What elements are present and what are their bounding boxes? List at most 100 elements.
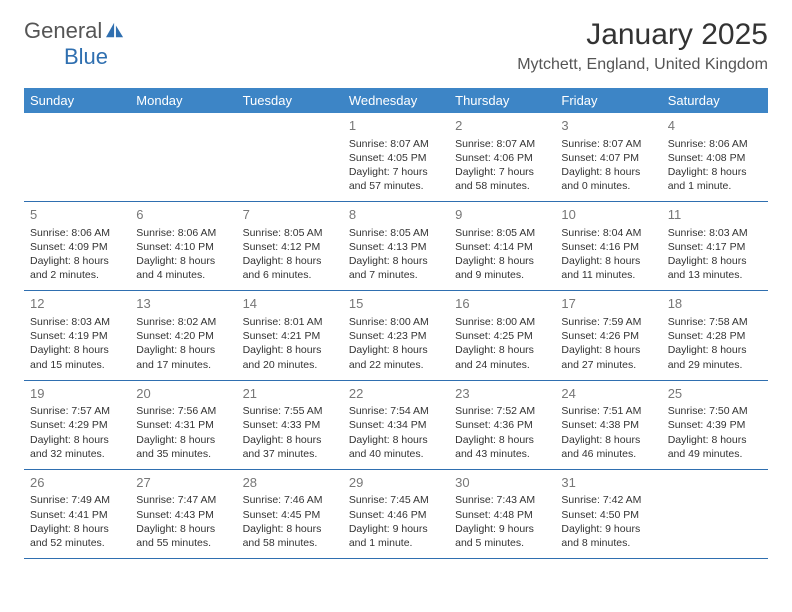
daylight-line-2: and 27 minutes. <box>561 358 655 372</box>
daylight-line-2: and 57 minutes. <box>349 179 443 193</box>
day-number: 14 <box>243 295 337 313</box>
sunrise-line: Sunrise: 7:51 AM <box>561 404 655 418</box>
sunrise-line: Sunrise: 8:07 AM <box>349 137 443 151</box>
sunset-line: Sunset: 4:12 PM <box>243 240 337 254</box>
daylight-line-2: and 15 minutes. <box>30 358 124 372</box>
sunset-line: Sunset: 4:43 PM <box>136 508 230 522</box>
day-number: 29 <box>349 474 443 492</box>
title-block: January 2025 Mytchett, England, United K… <box>517 18 768 74</box>
daylight-line-2: and 58 minutes. <box>455 179 549 193</box>
sunrise-line: Sunrise: 8:00 AM <box>349 315 443 329</box>
day-number: 28 <box>243 474 337 492</box>
daylight-line-2: and 2 minutes. <box>30 268 124 282</box>
calendar-cell: 13Sunrise: 8:02 AMSunset: 4:20 PMDayligh… <box>130 291 236 380</box>
calendar-cell: 5Sunrise: 8:06 AMSunset: 4:09 PMDaylight… <box>24 202 130 291</box>
col-sunday: Sunday <box>24 88 130 113</box>
day-number: 24 <box>561 385 655 403</box>
daylight-line-1: Daylight: 8 hours <box>349 433 443 447</box>
daylight-line-1: Daylight: 8 hours <box>136 433 230 447</box>
day-number: 3 <box>561 117 655 135</box>
sunrise-line: Sunrise: 8:00 AM <box>455 315 549 329</box>
day-number: 13 <box>136 295 230 313</box>
day-number: 8 <box>349 206 443 224</box>
sunrise-line: Sunrise: 7:46 AM <box>243 493 337 507</box>
calendar-row: 5Sunrise: 8:06 AMSunset: 4:09 PMDaylight… <box>24 202 768 291</box>
sunrise-line: Sunrise: 8:03 AM <box>30 315 124 329</box>
calendar-cell: 19Sunrise: 7:57 AMSunset: 4:29 PMDayligh… <box>24 380 130 469</box>
sunrise-line: Sunrise: 8:05 AM <box>349 226 443 240</box>
calendar-row: 12Sunrise: 8:03 AMSunset: 4:19 PMDayligh… <box>24 291 768 380</box>
calendar-cell: 15Sunrise: 8:00 AMSunset: 4:23 PMDayligh… <box>343 291 449 380</box>
daylight-line-1: Daylight: 9 hours <box>349 522 443 536</box>
daylight-line-2: and 37 minutes. <box>243 447 337 461</box>
day-number: 20 <box>136 385 230 403</box>
sunrise-line: Sunrise: 7:43 AM <box>455 493 549 507</box>
daylight-line-1: Daylight: 8 hours <box>455 343 549 357</box>
daylight-line-2: and 7 minutes. <box>349 268 443 282</box>
daylight-line-2: and 40 minutes. <box>349 447 443 461</box>
calendar-cell: 29Sunrise: 7:45 AMSunset: 4:46 PMDayligh… <box>343 469 449 558</box>
sunrise-line: Sunrise: 8:05 AM <box>455 226 549 240</box>
day-number: 10 <box>561 206 655 224</box>
sunset-line: Sunset: 4:10 PM <box>136 240 230 254</box>
daylight-line-2: and 17 minutes. <box>136 358 230 372</box>
daylight-line-2: and 29 minutes. <box>668 358 762 372</box>
day-number: 1 <box>349 117 443 135</box>
calendar-cell: 10Sunrise: 8:04 AMSunset: 4:16 PMDayligh… <box>555 202 661 291</box>
daylight-line-2: and 13 minutes. <box>668 268 762 282</box>
col-wednesday: Wednesday <box>343 88 449 113</box>
daylight-line-1: Daylight: 8 hours <box>561 343 655 357</box>
col-friday: Friday <box>555 88 661 113</box>
sunset-line: Sunset: 4:31 PM <box>136 418 230 432</box>
day-number: 11 <box>668 206 762 224</box>
sunset-line: Sunset: 4:45 PM <box>243 508 337 522</box>
daylight-line-2: and 52 minutes. <box>30 536 124 550</box>
sunset-line: Sunset: 4:17 PM <box>668 240 762 254</box>
sunrise-line: Sunrise: 8:07 AM <box>561 137 655 151</box>
sunrise-line: Sunrise: 7:57 AM <box>30 404 124 418</box>
daylight-line-2: and 1 minute. <box>349 536 443 550</box>
sunset-line: Sunset: 4:23 PM <box>349 329 443 343</box>
sunset-line: Sunset: 4:20 PM <box>136 329 230 343</box>
sunset-line: Sunset: 4:39 PM <box>668 418 762 432</box>
sunrise-line: Sunrise: 8:03 AM <box>668 226 762 240</box>
daylight-line-1: Daylight: 8 hours <box>243 433 337 447</box>
day-header-row: Sunday Monday Tuesday Wednesday Thursday… <box>24 88 768 113</box>
day-number: 4 <box>668 117 762 135</box>
sunrise-line: Sunrise: 8:06 AM <box>30 226 124 240</box>
daylight-line-1: Daylight: 8 hours <box>668 254 762 268</box>
sunset-line: Sunset: 4:19 PM <box>30 329 124 343</box>
daylight-line-1: Daylight: 8 hours <box>349 343 443 357</box>
calendar-cell: 18Sunrise: 7:58 AMSunset: 4:28 PMDayligh… <box>662 291 768 380</box>
sunrise-line: Sunrise: 8:05 AM <box>243 226 337 240</box>
calendar-cell <box>237 113 343 202</box>
day-number: 18 <box>668 295 762 313</box>
logo-text-blue: Blue <box>64 44 108 70</box>
daylight-line-1: Daylight: 8 hours <box>668 343 762 357</box>
day-number: 16 <box>455 295 549 313</box>
calendar-cell: 22Sunrise: 7:54 AMSunset: 4:34 PMDayligh… <box>343 380 449 469</box>
col-monday: Monday <box>130 88 236 113</box>
sunrise-line: Sunrise: 7:45 AM <box>349 493 443 507</box>
calendar-cell: 21Sunrise: 7:55 AMSunset: 4:33 PMDayligh… <box>237 380 343 469</box>
daylight-line-1: Daylight: 8 hours <box>668 433 762 447</box>
daylight-line-1: Daylight: 8 hours <box>455 254 549 268</box>
calendar-cell: 25Sunrise: 7:50 AMSunset: 4:39 PMDayligh… <box>662 380 768 469</box>
calendar-cell: 27Sunrise: 7:47 AMSunset: 4:43 PMDayligh… <box>130 469 236 558</box>
sunset-line: Sunset: 4:14 PM <box>455 240 549 254</box>
sunrise-line: Sunrise: 7:55 AM <box>243 404 337 418</box>
daylight-line-1: Daylight: 8 hours <box>561 254 655 268</box>
sunset-line: Sunset: 4:26 PM <box>561 329 655 343</box>
daylight-line-2: and 4 minutes. <box>136 268 230 282</box>
day-number: 6 <box>136 206 230 224</box>
daylight-line-1: Daylight: 7 hours <box>349 165 443 179</box>
daylight-line-1: Daylight: 8 hours <box>561 433 655 447</box>
sunrise-line: Sunrise: 7:52 AM <box>455 404 549 418</box>
daylight-line-1: Daylight: 8 hours <box>561 165 655 179</box>
daylight-line-1: Daylight: 8 hours <box>136 522 230 536</box>
daylight-line-2: and 11 minutes. <box>561 268 655 282</box>
calendar-cell: 6Sunrise: 8:06 AMSunset: 4:10 PMDaylight… <box>130 202 236 291</box>
calendar-cell <box>130 113 236 202</box>
sunset-line: Sunset: 4:34 PM <box>349 418 443 432</box>
calendar-row: 26Sunrise: 7:49 AMSunset: 4:41 PMDayligh… <box>24 469 768 558</box>
